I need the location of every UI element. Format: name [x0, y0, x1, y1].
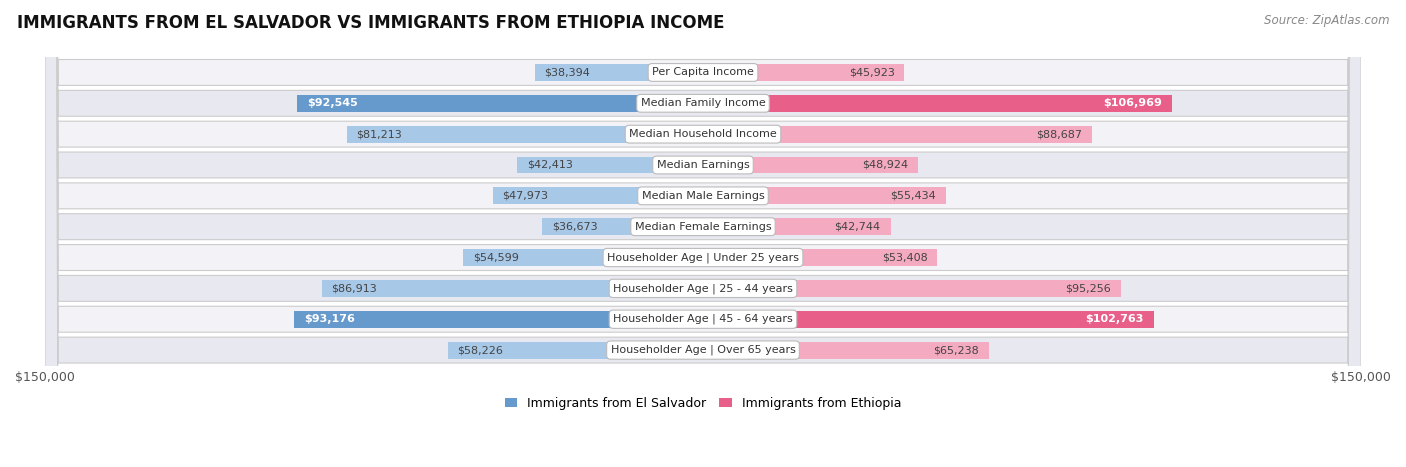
Bar — [543, 218, 703, 235]
Text: $53,408: $53,408 — [882, 253, 928, 262]
Text: Median Female Earnings: Median Female Earnings — [634, 222, 772, 232]
Bar — [534, 64, 703, 81]
Text: $42,413: $42,413 — [527, 160, 572, 170]
Text: $65,238: $65,238 — [934, 345, 980, 355]
Legend: Immigrants from El Salvador, Immigrants from Ethiopia: Immigrants from El Salvador, Immigrants … — [501, 392, 905, 415]
Text: $42,744: $42,744 — [835, 222, 880, 232]
Bar — [447, 341, 703, 359]
FancyBboxPatch shape — [45, 0, 1361, 467]
Bar — [322, 280, 703, 297]
Text: Median Family Income: Median Family Income — [641, 98, 765, 108]
Text: $92,545: $92,545 — [307, 98, 357, 108]
Text: Householder Age | Over 65 years: Householder Age | Over 65 years — [610, 345, 796, 355]
Text: Per Capita Income: Per Capita Income — [652, 67, 754, 78]
FancyBboxPatch shape — [45, 0, 1361, 467]
Text: Householder Age | 45 - 64 years: Householder Age | 45 - 64 years — [613, 314, 793, 325]
Bar — [492, 187, 703, 205]
Bar — [703, 126, 1092, 142]
FancyBboxPatch shape — [45, 0, 1361, 467]
FancyBboxPatch shape — [45, 0, 1361, 467]
Bar — [347, 126, 703, 142]
Bar — [703, 218, 890, 235]
Bar — [703, 156, 918, 173]
Bar — [703, 249, 938, 266]
Bar — [297, 95, 703, 112]
Text: IMMIGRANTS FROM EL SALVADOR VS IMMIGRANTS FROM ETHIOPIA INCOME: IMMIGRANTS FROM EL SALVADOR VS IMMIGRANT… — [17, 14, 724, 32]
FancyBboxPatch shape — [45, 0, 1361, 467]
Text: Median Household Income: Median Household Income — [628, 129, 778, 139]
Bar — [703, 64, 904, 81]
Bar — [464, 249, 703, 266]
Text: $95,256: $95,256 — [1066, 283, 1111, 293]
FancyBboxPatch shape — [45, 0, 1361, 467]
Bar — [703, 187, 946, 205]
FancyBboxPatch shape — [45, 0, 1361, 467]
Text: Householder Age | 25 - 44 years: Householder Age | 25 - 44 years — [613, 283, 793, 294]
Text: $38,394: $38,394 — [544, 67, 591, 78]
Text: $54,599: $54,599 — [474, 253, 519, 262]
Text: Median Earnings: Median Earnings — [657, 160, 749, 170]
Text: $48,924: $48,924 — [862, 160, 908, 170]
Bar — [517, 156, 703, 173]
Text: $86,913: $86,913 — [332, 283, 377, 293]
Text: Source: ZipAtlas.com: Source: ZipAtlas.com — [1264, 14, 1389, 27]
Bar — [703, 280, 1121, 297]
Bar — [294, 311, 703, 328]
Bar — [703, 95, 1173, 112]
FancyBboxPatch shape — [45, 0, 1361, 467]
Text: $45,923: $45,923 — [849, 67, 894, 78]
Bar — [703, 341, 990, 359]
Bar — [703, 311, 1154, 328]
Text: $102,763: $102,763 — [1085, 314, 1144, 324]
Text: $93,176: $93,176 — [304, 314, 354, 324]
Text: Median Male Earnings: Median Male Earnings — [641, 191, 765, 201]
Text: $58,226: $58,226 — [457, 345, 503, 355]
Text: $47,973: $47,973 — [502, 191, 548, 201]
Text: $106,969: $106,969 — [1104, 98, 1163, 108]
FancyBboxPatch shape — [45, 0, 1361, 467]
Text: $36,673: $36,673 — [553, 222, 598, 232]
Text: Householder Age | Under 25 years: Householder Age | Under 25 years — [607, 252, 799, 263]
Text: $81,213: $81,213 — [357, 129, 402, 139]
Text: $55,434: $55,434 — [890, 191, 936, 201]
Text: $88,687: $88,687 — [1036, 129, 1083, 139]
FancyBboxPatch shape — [45, 0, 1361, 467]
